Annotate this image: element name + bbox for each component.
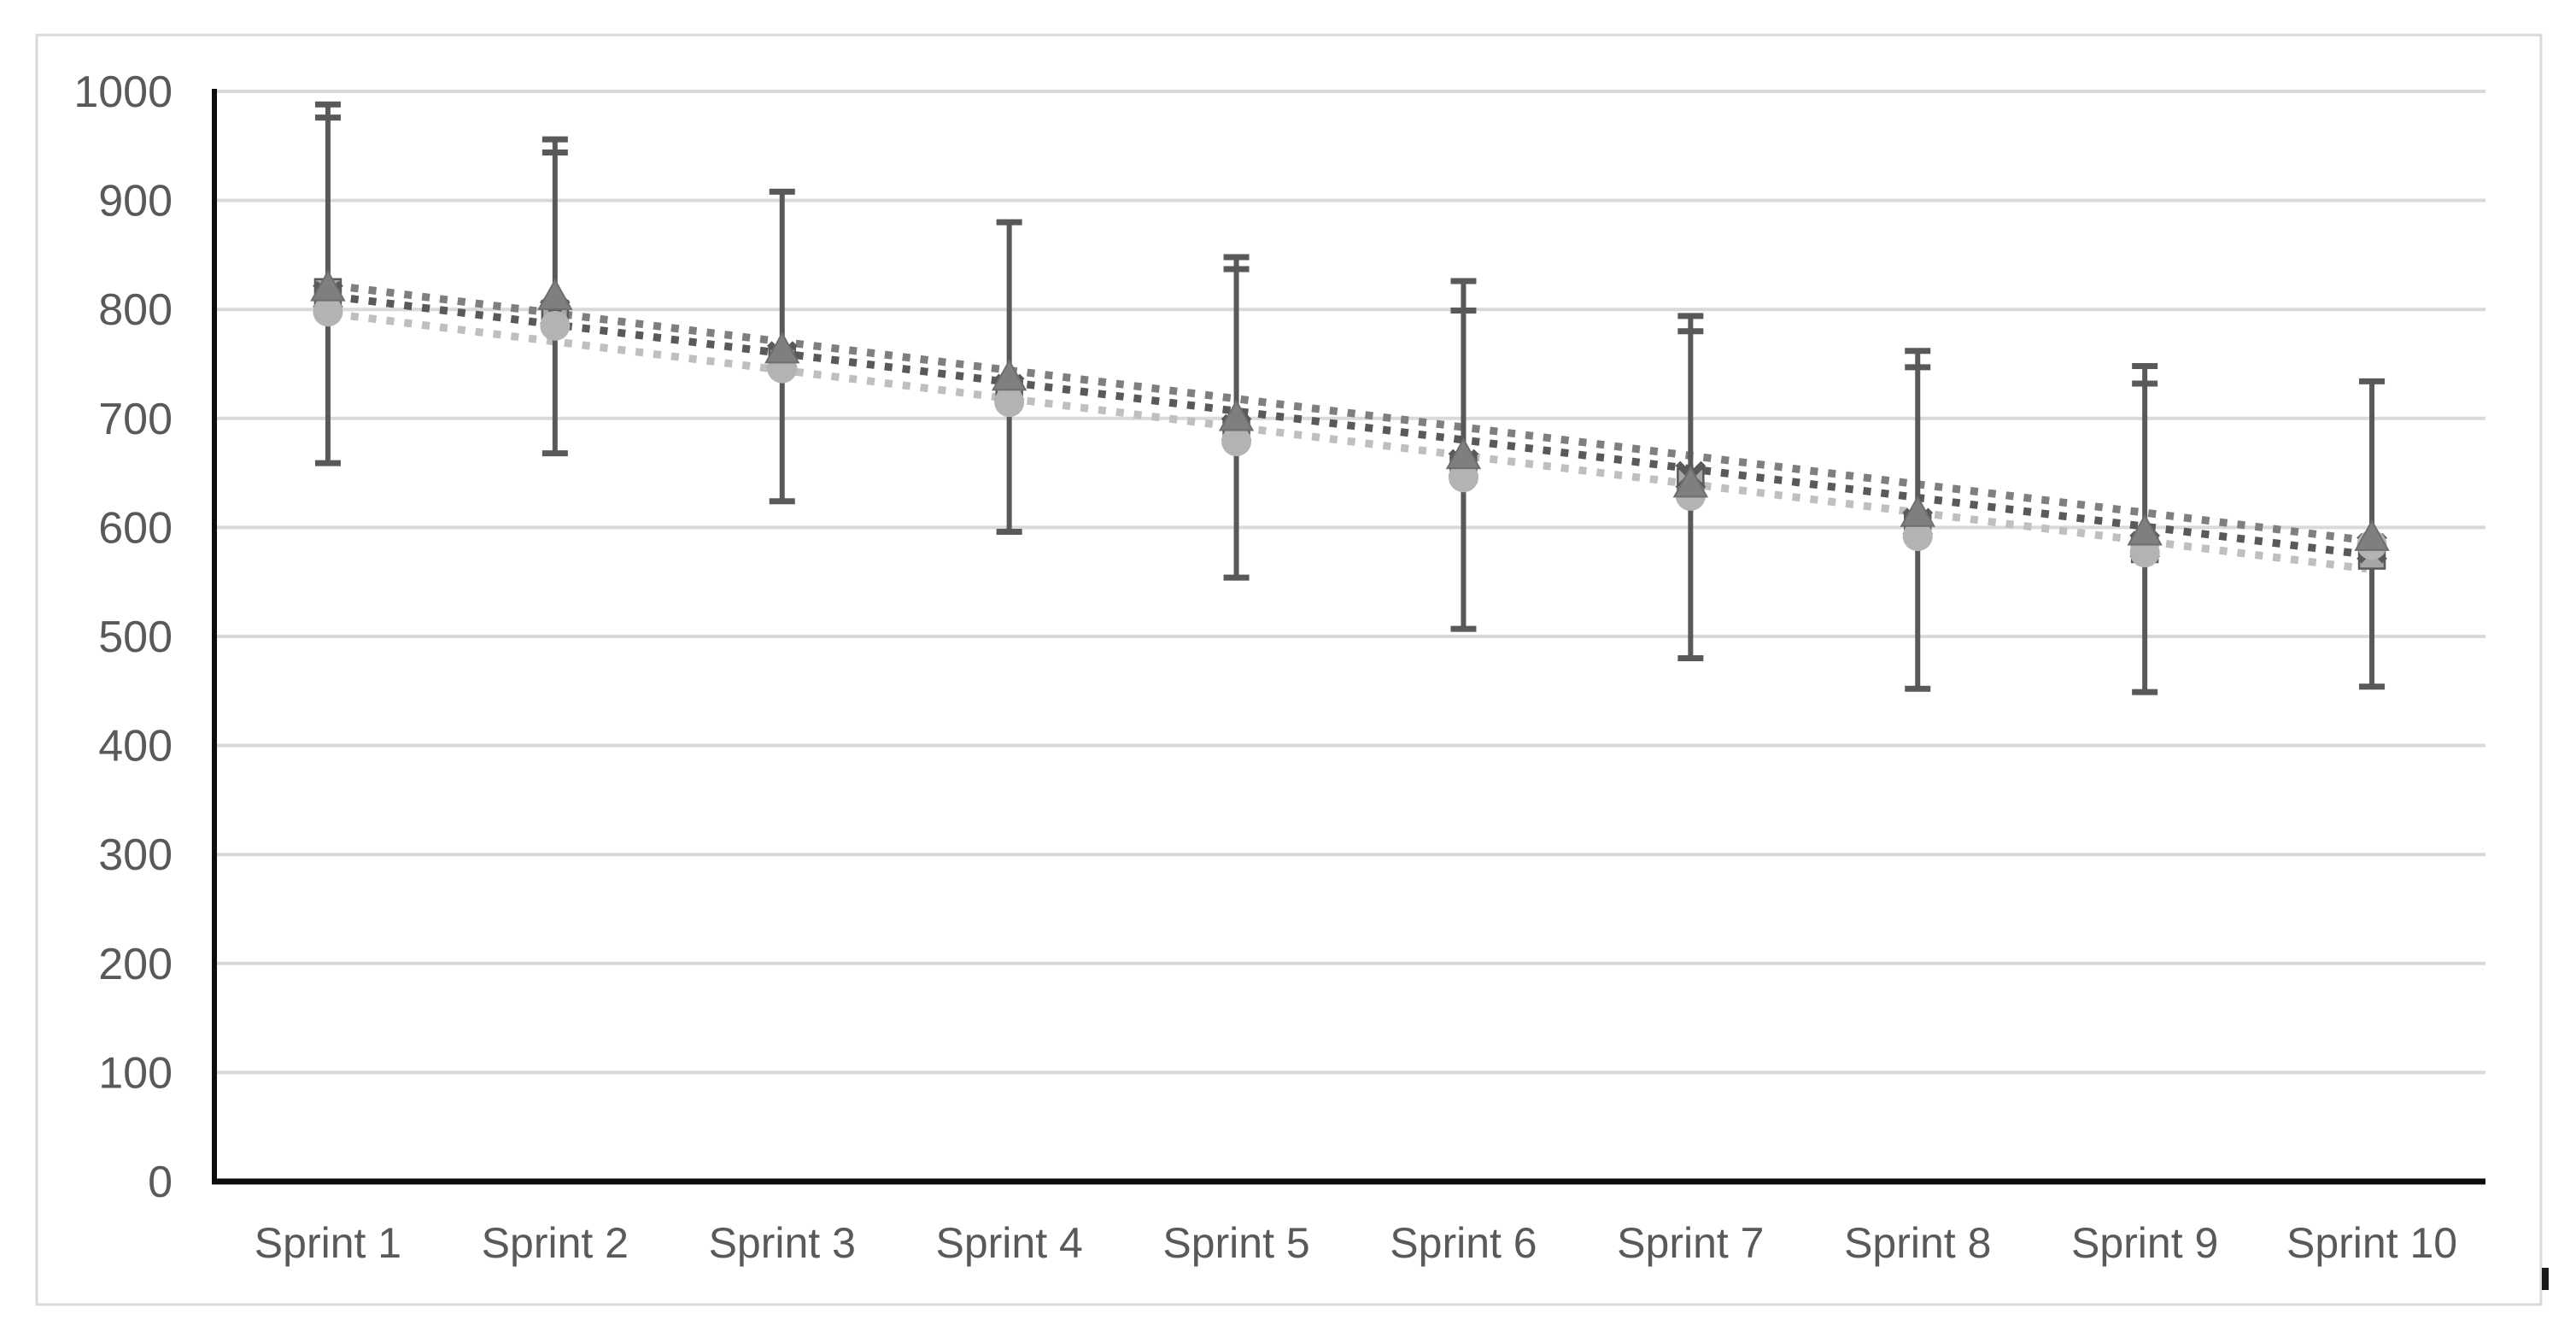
marker-triangle-sprint-4 [991,359,1027,391]
y-axis-tick-label-300: 300 [98,830,173,880]
chart-area-border [35,33,2543,1306]
marker-circle-sprint-8 [1902,521,1933,552]
x-axis-category-label-2: Sprint 2 [482,1219,629,1267]
x-axis-category-label-1: Sprint 1 [255,1219,401,1267]
marker-triangle-sprint-7 [1672,466,1709,498]
trendline-triangle-series [332,281,2368,545]
x-axis-category-label-6: Sprint 6 [1390,1219,1537,1267]
x-axis-category-label-7: Sprint 7 [1617,1219,1764,1267]
y-axis-tick-label-400: 400 [98,722,173,771]
marker-triangle-sprint-8 [1900,495,1935,527]
y-axis-tick-label-800: 800 [98,285,173,335]
marker-circle-sprint-6 [1448,462,1478,493]
x-axis-category-label-3: Sprint 3 [709,1219,856,1267]
marker-circle-sprint-4 [994,387,1025,418]
marker-triangle-sprint-2 [537,278,573,310]
cursor-artifact [2542,1268,2549,1290]
y-axis-tick-label-700: 700 [98,395,173,444]
marker-triangle-sprint-6 [1445,437,1482,470]
y-axis-tick-label-500: 500 [98,613,173,662]
y-axis-tick-label-100: 100 [98,1048,173,1098]
marker-triangle-sprint-1 [310,269,346,302]
marker-circle-sprint-1 [313,296,343,327]
x-axis-category-label-5: Sprint 5 [1162,1219,1309,1267]
marker-circle-sprint-5 [1221,426,1252,457]
x-axis-category-label-8: Sprint 8 [1844,1219,1991,1267]
marker-triangle-sprint-9 [2127,513,2163,546]
trendline-x-series [332,292,2368,559]
y-axis-tick-label-200: 200 [98,940,173,989]
x-axis-category-label-9: Sprint 9 [2071,1219,2218,1267]
marker-triangle-sprint-10 [2354,519,2390,551]
y-axis-tick-label-1000: 1000 [73,67,173,117]
y-axis-tick-label-600: 600 [98,503,173,553]
x-axis-category-label-4: Sprint 4 [935,1219,1082,1267]
y-axis-tick-label-0: 0 [148,1158,173,1207]
marker-circle-sprint-2 [540,310,571,341]
x-axis-category-label-10: Sprint 10 [2286,1219,2457,1267]
marker-triangle-sprint-5 [1218,399,1255,431]
y-axis-tick-label-900: 900 [98,177,173,226]
trendline-circle-series [332,309,2368,573]
marker-triangle-sprint-3 [764,331,800,364]
